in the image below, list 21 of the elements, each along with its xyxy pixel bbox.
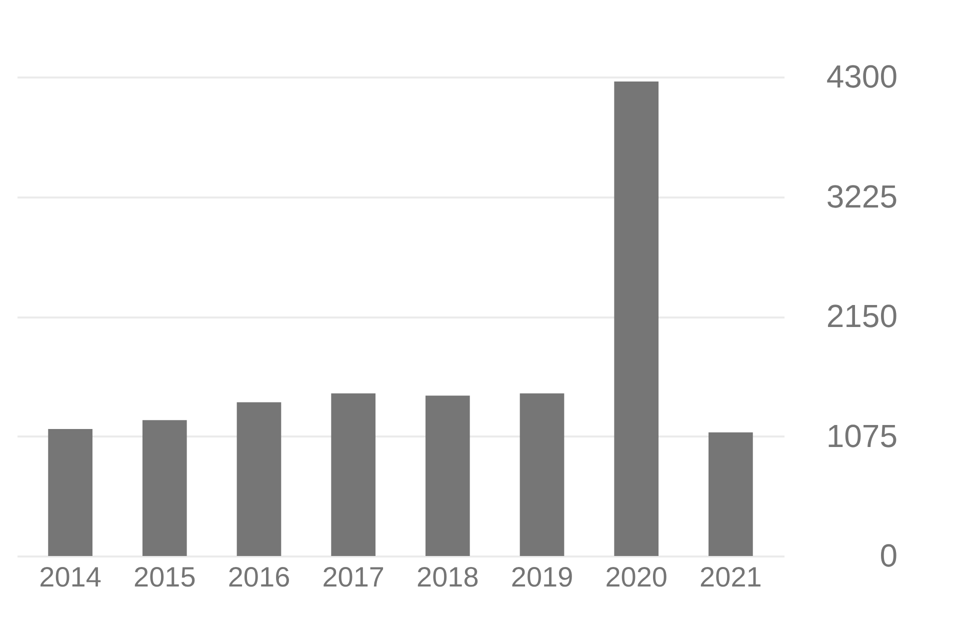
x-tick-label: 2017 bbox=[322, 562, 384, 592]
x-tick-label: 2021 bbox=[700, 562, 762, 592]
y-tick-label: 3225 bbox=[826, 178, 898, 214]
y-tick-label: 4300 bbox=[826, 58, 898, 94]
y-tick-label: 1075 bbox=[826, 418, 898, 454]
bar bbox=[142, 420, 187, 556]
x-tick-label: 2014 bbox=[39, 562, 102, 592]
y-tick-label: 2150 bbox=[826, 298, 898, 334]
x-tick-label: 2016 bbox=[228, 562, 290, 592]
x-tick-label: 2015 bbox=[133, 562, 196, 592]
y-tick-label: 0 bbox=[880, 538, 898, 574]
bar bbox=[520, 393, 564, 556]
bar bbox=[708, 432, 753, 556]
x-tick-label: 2020 bbox=[605, 562, 668, 592]
bar bbox=[426, 396, 470, 556]
x-tick-label: 2018 bbox=[416, 562, 479, 592]
bar bbox=[331, 393, 376, 556]
bar bbox=[48, 429, 92, 556]
bar bbox=[614, 81, 659, 556]
bar bbox=[236, 402, 282, 556]
x-tick-label: 2019 bbox=[510, 562, 574, 592]
